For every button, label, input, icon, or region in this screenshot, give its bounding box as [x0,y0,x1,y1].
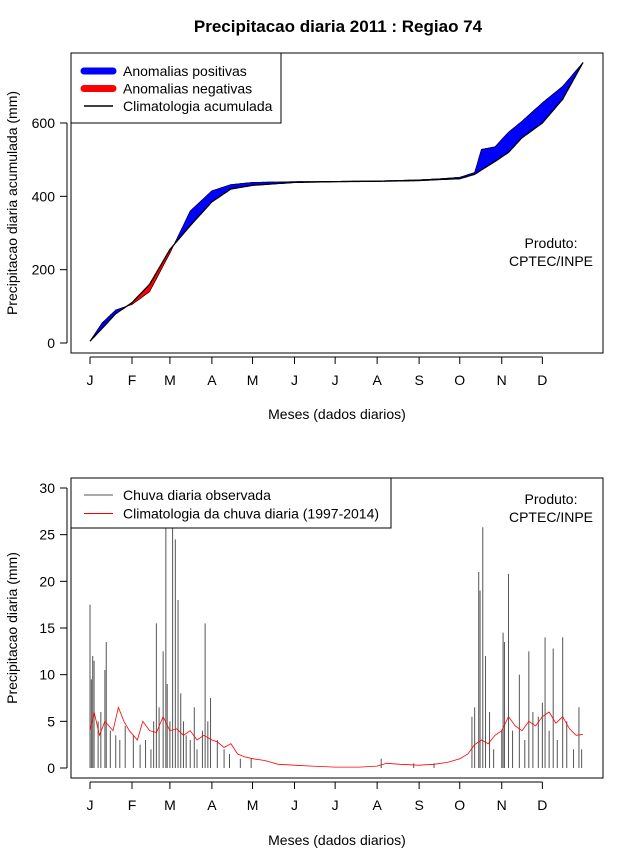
y-axis: 0 5 10 15 20 25 30 [39,480,68,776]
y-tick-label: 600 [32,115,56,131]
annotation-line-2: CPTEC/INPE [509,253,593,269]
climatology-daily-line [89,705,584,768]
x-tick-label: A [372,372,382,388]
legend: Chuva diaria observada Climatologia da ch… [70,477,392,529]
x-tick-label: M [164,372,176,388]
y-tick-label: 20 [39,573,55,589]
y-tick-label: 25 [39,527,55,543]
climatology-cumulative-line [89,62,584,342]
x-tick-label: O [454,372,465,388]
plot-frame [70,52,604,354]
y-tick-label: 0 [47,760,55,776]
x-tick-label: N [497,372,507,388]
annotation-line-1: Produto: [525,235,578,251]
y-tick-label: 30 [39,480,55,496]
y-tick-label: 5 [47,713,55,729]
cumulative-chart: Precipitacao diaria 2011 : Regiao 74 0 200… [4,17,604,422]
legend-label: Climatologia acumulada [123,98,273,114]
x-tick-label: S [414,372,423,388]
x-tick-label: F [128,797,137,813]
y-axis-label: Precipitacao diaria (mm) [4,552,20,704]
y-tick-label: 0 [47,335,55,351]
x-tick-label: S [414,797,423,813]
annotation-line-1: Produto: [525,491,578,507]
y-axis: 0 200 400 600 [32,115,68,351]
y-tick-label: 15 [39,620,55,636]
x-tick-label: F [128,372,137,388]
x-tick-label: D [537,797,547,813]
daily-chart: 0 5 10 15 20 25 30 Precipitacao diaria (mm) J F M A… [4,477,604,848]
x-tick-label: J [332,797,339,813]
y-tick-label: 400 [32,188,56,204]
legend-label: Climatologia da chuva diaria (1997-2014) [123,506,379,522]
x-tick-label: J [291,372,298,388]
x-tick-label: J [332,372,339,388]
x-tick-label: M [247,797,259,813]
annotation-line-2: CPTEC/INPE [509,509,593,525]
legend-box [70,477,392,529]
x-tick-label: M [247,372,259,388]
legend-label: Anomalias positivas [123,63,247,79]
x-tick-label: A [207,372,217,388]
x-axis-label: Meses (dados diarios) [268,406,406,422]
y-axis-label: Precipitacao diaria acumulada (mm) [4,91,20,315]
x-axis-label: Meses (dados diarios) [268,832,406,848]
legend-label: Chuva diaria observada [123,487,271,503]
legend: Anomalias positivas Anomalias negativasCl… [70,52,282,124]
x-tick-label: J [87,797,94,813]
chart-title: Precipitacao diaria 2011 : Regiao 74 [194,17,483,36]
x-tick-label: J [87,372,94,388]
x-tick-label: O [454,797,465,813]
legend-label: Anomalias negativas [123,81,252,97]
x-tick-label: M [164,797,176,813]
y-tick-label: 10 [39,667,55,683]
x-tick-label: A [207,797,217,813]
x-tick-label: D [537,372,547,388]
y-tick-label: 200 [32,262,56,278]
x-tick-label: N [497,797,507,813]
x-tick-label: A [372,797,382,813]
x-tick-label: J [291,797,298,813]
observed-bars [89,516,583,768]
